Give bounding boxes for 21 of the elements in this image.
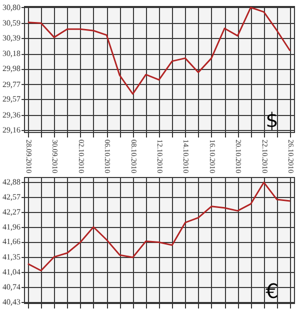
y-tick-label: 29,16 xyxy=(2,125,20,134)
y-tick-label: 29,57 xyxy=(2,94,20,104)
y-tick-label: 29,36 xyxy=(2,110,20,120)
y-tick-label: 40,74 xyxy=(2,282,20,292)
y-tick-label: 30,18 xyxy=(2,49,20,58)
y-tick-label: 42,27 xyxy=(2,207,20,216)
y-tick-label: 40,43 xyxy=(2,298,20,307)
line-series xyxy=(27,182,291,272)
y-tick-label: 42,57 xyxy=(2,192,20,202)
y-tick-label: 41,04 xyxy=(2,268,20,277)
y-tick-label: 29,98 xyxy=(2,64,20,74)
y-tick-label: 42,88 xyxy=(2,177,20,186)
y-tick-label: 29,77 xyxy=(2,80,20,89)
y-tick-label: 30,59 xyxy=(2,18,20,28)
y-tick-label: 41,66 xyxy=(2,237,20,246)
y-tick-label: 30,39 xyxy=(2,34,20,43)
y-tick-label: 41,35 xyxy=(2,252,20,262)
line-series xyxy=(27,6,291,95)
annotation: $ xyxy=(266,108,278,132)
y-tick-label: 41,96 xyxy=(2,222,20,232)
y-tick-label: 30,80 xyxy=(2,2,20,12)
